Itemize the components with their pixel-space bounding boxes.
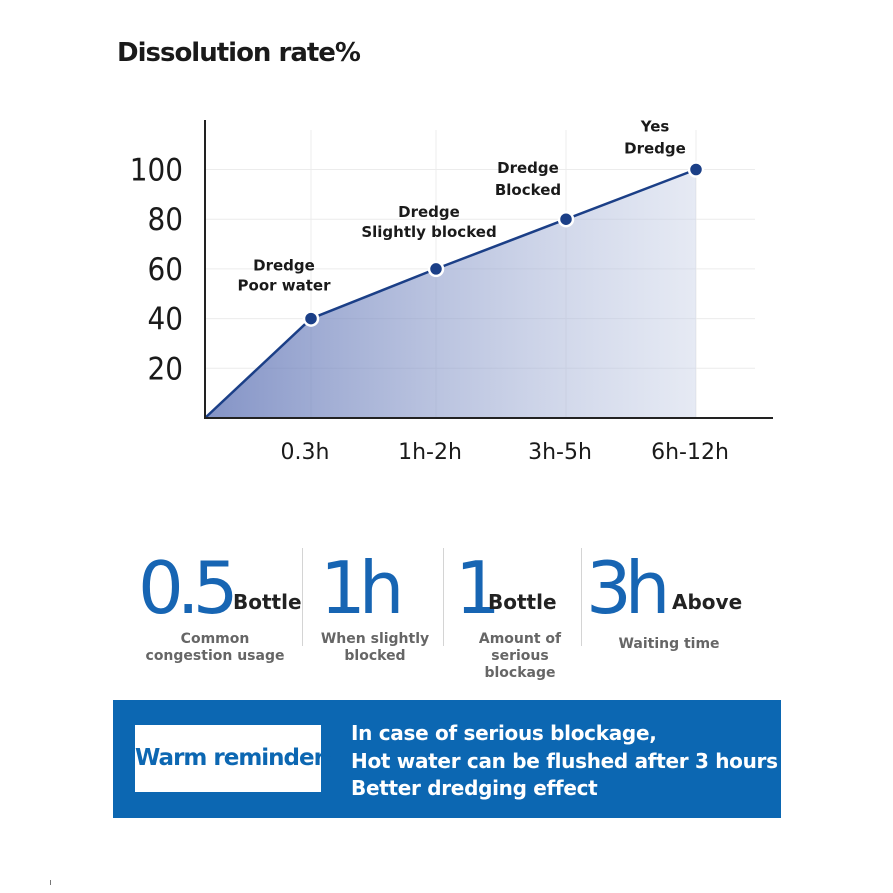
stat-slightly-desc: When slightly blocked <box>320 631 430 664</box>
point-annotation: Yes <box>640 118 670 136</box>
divider <box>443 548 444 646</box>
y-tick-label: 100 <box>130 153 183 189</box>
stat-waiting-desc: Waiting time <box>618 636 720 652</box>
reminder-line: Better dredging effect <box>351 776 598 800</box>
stat-slightly-value: 1h <box>320 546 404 630</box>
area-fill <box>205 169 696 418</box>
divider <box>302 548 303 646</box>
stat-usage-unit: Bottle <box>233 590 302 614</box>
warm-reminder-banner: Warm reminder: In case of serious blocka… <box>113 700 781 818</box>
point-annotation: Poor water <box>238 277 332 295</box>
stat-serious-amount: 1 Bottle Amount of serious blockage <box>455 546 580 681</box>
data-point <box>427 260 445 278</box>
stat-serious-value: 1 <box>455 546 501 630</box>
x-tick-label: 6h-12h <box>651 440 729 465</box>
y-tick-label: 60 <box>148 252 183 288</box>
axes <box>204 120 773 419</box>
mark <box>50 880 51 885</box>
x-tick-label: 3h-5h <box>528 440 592 465</box>
x-tick-label: 0.3h <box>281 440 330 465</box>
stat-waiting-unit: Above <box>672 590 743 614</box>
point-annotation: Blocked <box>495 181 561 199</box>
stat-slightly-blocked: 1h When slightly blocked <box>318 548 438 666</box>
data-point <box>687 161 705 178</box>
point-annotation: Dredge <box>497 159 559 177</box>
y-tick-label: 40 <box>148 302 183 338</box>
stat-usage-value: 0.5 <box>138 546 238 630</box>
reminder-line: In case of serious blockage, <box>351 721 657 745</box>
point-annotation: Dredge <box>398 203 460 221</box>
stat-waiting-value: 3h <box>586 546 670 630</box>
stat-usage: 0.5 Bottle Common congestion usage <box>138 546 302 666</box>
y-tick-label: 80 <box>148 202 183 238</box>
data-point <box>302 310 320 327</box>
reminder-line: Hot water can be flushed after 3 hours <box>351 749 778 773</box>
point-annotation: Dredge <box>253 257 315 275</box>
x-tick-label: 1h-2h <box>398 440 462 465</box>
data-point <box>557 210 575 228</box>
chart-title: Dissolution rate% <box>117 38 361 68</box>
y-tick-label: 20 <box>148 351 183 387</box>
point-annotation: Dredge <box>624 140 686 158</box>
warm-reminder-label: Warm reminder: <box>135 725 333 792</box>
stat-usage-desc: Common congestion usage <box>145 631 285 664</box>
stat-serious-desc: Amount of serious blockage <box>478 631 562 681</box>
stat-serious-unit: Bottle <box>488 590 557 614</box>
divider <box>581 548 582 646</box>
point-annotation: Slightly blocked <box>361 223 496 241</box>
stat-waiting-time: 3h Above Waiting time <box>586 548 756 666</box>
dissolution-chart: 20 40 60 80 100 0.3h 1h-2h 3h-5h 6h-12h Dredge P… <box>130 118 773 465</box>
